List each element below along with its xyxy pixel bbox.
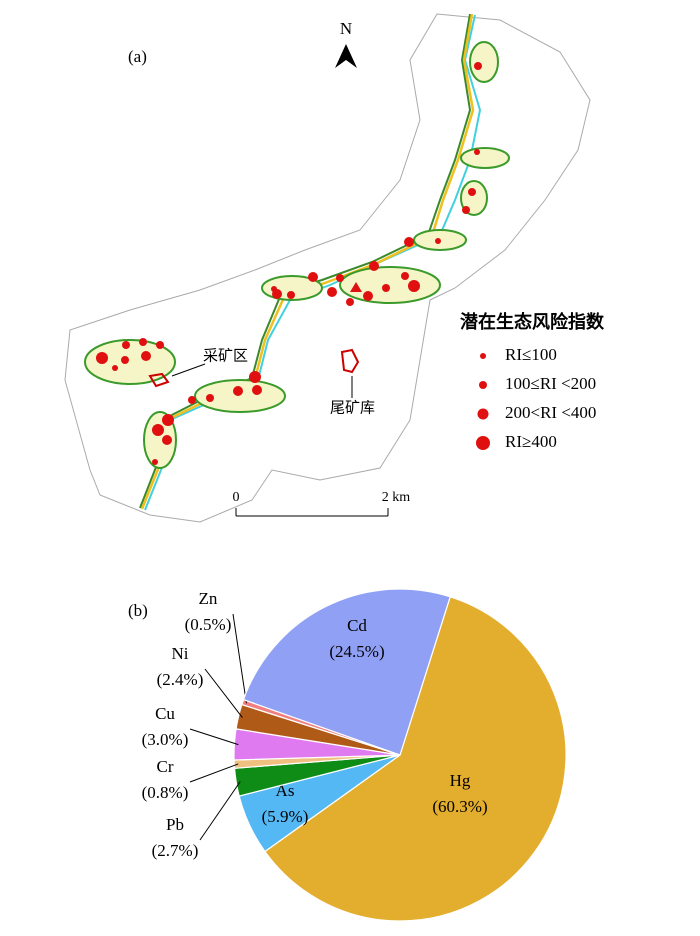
panel-label: (b) xyxy=(128,601,148,620)
pie-slice xyxy=(264,596,567,922)
legend-symbol xyxy=(476,436,490,450)
slice-name: Cu xyxy=(155,704,175,723)
slice-value: (5.9%) xyxy=(262,807,309,826)
slice-name: Zn xyxy=(199,589,218,608)
mining-label: 采矿区 xyxy=(203,347,248,365)
basin-boundary xyxy=(64,13,591,523)
slice-name: Cd xyxy=(347,616,367,635)
slice-value: (3.0%) xyxy=(142,730,189,749)
scale-start: 0 xyxy=(233,490,240,505)
road-green xyxy=(139,13,472,509)
legend: RI≤100 100≤RI <200 200<RI <400 RI≥400 xyxy=(476,345,596,451)
tailings-outline xyxy=(340,348,360,374)
tailings-label: 尾矿库 xyxy=(330,399,375,417)
slice-value: (24.5%) xyxy=(329,642,384,661)
mining-arrow xyxy=(171,363,206,377)
leader-line xyxy=(189,763,239,783)
slice-value: (60.3%) xyxy=(432,797,487,816)
panel-label: (a) xyxy=(128,47,147,66)
slice-name: Ni xyxy=(172,644,189,663)
legend-symbol xyxy=(480,353,486,359)
scale-end: 2 km xyxy=(382,490,411,505)
legend-label: RI≥400 xyxy=(505,432,557,451)
river-cyan xyxy=(144,14,482,511)
pie-slice xyxy=(242,588,451,756)
map: (a) N 采矿区 尾矿库 0 2 km 潜在生态风险指数 RI≤100 100≤… xyxy=(64,13,605,523)
slice-value: (2.7%) xyxy=(152,841,199,860)
legend-label: 100≤RI <200 xyxy=(505,374,596,393)
slice-name: Cr xyxy=(157,757,174,776)
leader-line xyxy=(189,728,239,746)
legend-title: 潜在生态风险指数 xyxy=(460,311,605,333)
legend-label: 200<RI <400 xyxy=(505,403,596,422)
slice-name: Pb xyxy=(166,815,184,834)
north-label: N xyxy=(340,19,352,38)
slice-value: (2.4%) xyxy=(157,670,204,689)
legend-label: RI≤100 xyxy=(505,345,557,364)
leader-line xyxy=(232,613,247,704)
slice-name: Hg xyxy=(450,771,471,790)
leader-line xyxy=(204,668,243,718)
zone xyxy=(469,41,499,83)
mining-area-outline xyxy=(148,372,170,388)
slice-value: (0.8%) xyxy=(142,783,189,802)
pie-chart: (b) Hg(60.3%)As(5.9%)Pb(2.7%)Cr(0.8%)Cu(… xyxy=(128,588,567,922)
north-arrow xyxy=(335,44,357,68)
leader-line xyxy=(199,781,241,841)
zone xyxy=(194,379,286,413)
sample-zones xyxy=(84,41,510,469)
legend-symbol xyxy=(477,408,489,420)
zone xyxy=(460,147,510,169)
slice-value: (0.5%) xyxy=(185,615,232,634)
sample-points xyxy=(96,62,482,465)
legend-symbol xyxy=(479,381,487,389)
zone xyxy=(84,339,176,385)
road-yellow xyxy=(140,13,475,510)
